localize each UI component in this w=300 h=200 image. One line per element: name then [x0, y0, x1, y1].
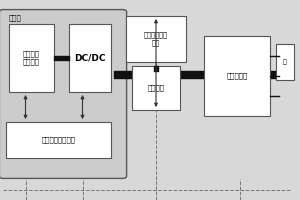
Bar [6, 122, 111, 158]
Bar [276, 44, 294, 80]
Text: 动力电池管理
系统: 动力电池管理 系统 [144, 32, 168, 46]
Bar [132, 66, 180, 110]
Text: 电: 电 [283, 59, 287, 65]
Text: 燃料电池管理系统: 燃料电池管理系统 [41, 137, 76, 143]
Text: 燃料电池
及电装置: 燃料电池 及电装置 [23, 51, 40, 65]
Bar [9, 24, 54, 92]
FancyBboxPatch shape [0, 10, 127, 178]
Text: 电机控制器: 电机控制器 [226, 73, 248, 79]
Text: 动力电池: 动力电池 [148, 85, 164, 91]
Text: 增程器: 增程器 [9, 14, 22, 21]
Bar [126, 16, 186, 62]
Bar [69, 24, 111, 92]
Bar [204, 36, 270, 116]
Text: DC/DC: DC/DC [74, 53, 106, 62]
